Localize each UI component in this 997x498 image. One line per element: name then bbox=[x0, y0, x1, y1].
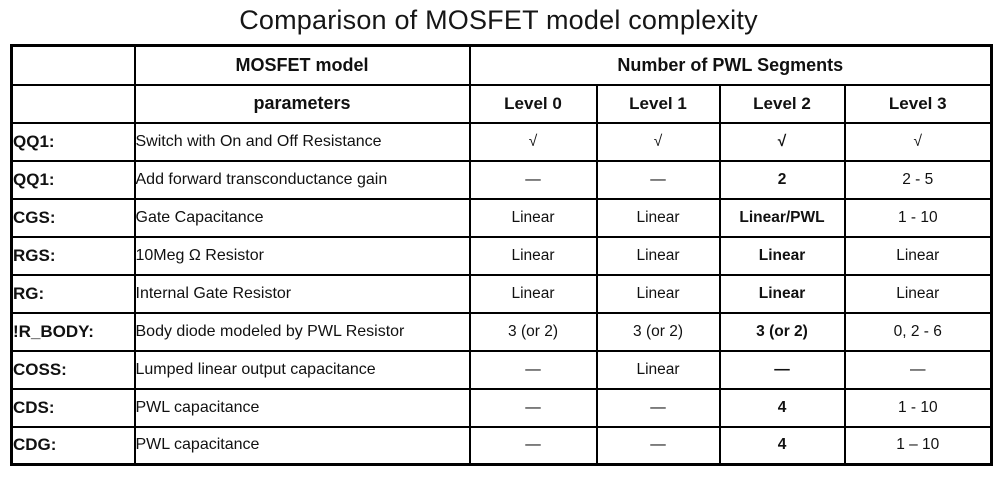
parameter-cell: Add forward transconductance gain bbox=[133, 159, 471, 200]
value-cell-level2: — bbox=[718, 349, 846, 390]
parameter-cell: Internal Gate Resistor bbox=[133, 273, 471, 314]
level-3-header: Level 3 bbox=[843, 83, 993, 124]
row-label-cell: CGS: bbox=[10, 197, 136, 238]
table-row: QQ1: Add forward transconductance gain —… bbox=[10, 159, 993, 200]
parameter-cell: 10Meg Ω Resistor bbox=[133, 235, 471, 276]
value-cell: Linear bbox=[595, 273, 721, 314]
value-cell-level2: √ bbox=[718, 121, 846, 162]
table-row: RG: Internal Gate Resistor Linear Linear… bbox=[10, 273, 993, 314]
model-header-cell: MOSFET model bbox=[133, 44, 471, 86]
value-cell: — bbox=[468, 349, 598, 390]
level-1-header: Level 1 bbox=[595, 83, 721, 124]
table-row: COSS: Lumped linear output capacitance —… bbox=[10, 349, 993, 390]
row-label-cell: QQ1: bbox=[10, 159, 136, 200]
value-cell: √ bbox=[843, 121, 993, 162]
value-cell: 3 (or 2) bbox=[468, 311, 598, 352]
table-row: CGS: Gate Capacitance Linear Linear Line… bbox=[10, 197, 993, 238]
parameters-header-cell: parameters bbox=[133, 83, 471, 124]
value-cell: Linear bbox=[468, 235, 598, 276]
value-cell: √ bbox=[595, 121, 721, 162]
value-cell-level2: 4 bbox=[718, 425, 846, 466]
parameter-cell: Gate Capacitance bbox=[133, 197, 471, 238]
value-cell: 1 – 10 bbox=[843, 425, 993, 466]
header-row-levels: parameters Level 0 Level 1 Level 2 Level… bbox=[10, 83, 993, 124]
value-cell: Linear bbox=[843, 273, 993, 314]
parameter-cell: Body diode modeled by PWL Resistor bbox=[133, 311, 471, 352]
row-label-cell: COSS: bbox=[10, 349, 136, 390]
value-cell: Linear bbox=[595, 197, 721, 238]
value-cell: 1 - 10 bbox=[843, 197, 993, 238]
value-cell: √ bbox=[468, 121, 598, 162]
value-cell: — bbox=[595, 425, 721, 466]
value-cell: — bbox=[468, 425, 598, 466]
row-label-cell: RG: bbox=[10, 273, 136, 314]
parameter-cell: Lumped linear output capacitance bbox=[133, 349, 471, 390]
parameter-cell: PWL capacitance bbox=[133, 425, 471, 466]
value-cell: 1 - 10 bbox=[843, 387, 993, 428]
mosfet-comparison-table: MOSFET model Number of PWL Segments para… bbox=[10, 44, 994, 466]
value-cell-level2: Linear bbox=[718, 235, 846, 276]
row-label-cell: CDS: bbox=[10, 387, 136, 428]
value-cell: 3 (or 2) bbox=[595, 311, 721, 352]
level-2-header: Level 2 bbox=[718, 83, 846, 124]
table-row: !R_BODY: Body diode modeled by PWL Resis… bbox=[10, 311, 993, 352]
segments-header-cell: Number of PWL Segments bbox=[468, 44, 993, 86]
row-label-cell: QQ1: bbox=[10, 121, 136, 162]
value-cell: 0, 2 - 6 bbox=[843, 311, 993, 352]
row-label-cell: !R_BODY: bbox=[10, 311, 136, 352]
level-0-header: Level 0 bbox=[468, 83, 598, 124]
table-row: QQ1: Switch with On and Off Resistance √… bbox=[10, 121, 993, 162]
value-cell: Linear bbox=[595, 235, 721, 276]
value-cell-level2: 3 (or 2) bbox=[718, 311, 846, 352]
value-cell: Linear bbox=[468, 197, 598, 238]
value-cell-level2: Linear/PWL bbox=[718, 197, 846, 238]
value-cell: Linear bbox=[843, 235, 993, 276]
page-title: Comparison of MOSFET model complexity bbox=[239, 5, 758, 35]
value-cell-level2: 4 bbox=[718, 387, 846, 428]
table-row: CDG: PWL capacitance — — 4 1 – 10 bbox=[10, 425, 993, 466]
value-cell: — bbox=[595, 159, 721, 200]
corner-cell bbox=[10, 83, 136, 124]
value-cell: — bbox=[468, 387, 598, 428]
row-label-cell: RGS: bbox=[10, 235, 136, 276]
value-cell: 2 - 5 bbox=[843, 159, 993, 200]
value-cell: — bbox=[468, 159, 598, 200]
value-cell: Linear bbox=[595, 349, 721, 390]
table-row: RGS: 10Meg Ω Resistor Linear Linear Line… bbox=[10, 235, 993, 276]
value-cell: — bbox=[595, 387, 721, 428]
table-row: CDS: PWL capacitance — — 4 1 - 10 bbox=[10, 387, 993, 428]
header-row-top: MOSFET model Number of PWL Segments bbox=[10, 44, 993, 86]
value-cell-level2: Linear bbox=[718, 273, 846, 314]
value-cell: Linear bbox=[468, 273, 598, 314]
value-cell: — bbox=[843, 349, 993, 390]
parameter-cell: Switch with On and Off Resistance bbox=[133, 121, 471, 162]
row-label-cell: CDG: bbox=[10, 425, 136, 466]
parameter-cell: PWL capacitance bbox=[133, 387, 471, 428]
corner-cell bbox=[10, 44, 136, 86]
value-cell-level2: 2 bbox=[718, 159, 846, 200]
